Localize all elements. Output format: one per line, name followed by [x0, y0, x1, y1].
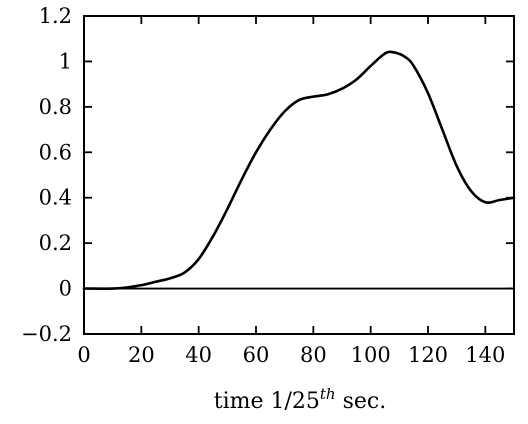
x-axis-title-main: time 1/25 [214, 389, 320, 414]
plot-frame [83, 15, 515, 335]
x-tick-label: 0 [77, 343, 90, 367]
y-tick-label: 1.2 [39, 4, 72, 28]
y-axis-ticks: 1.2 1 0.8 0.6 0.4 0.2 0 −0.2 [21, 4, 514, 346]
x-axis-title-superscript: th [320, 385, 336, 403]
y-tick-label: 0.4 [39, 186, 72, 210]
x-axis-title: time 1/25th sec. [214, 385, 386, 414]
x-tick-label: 80 [300, 343, 327, 367]
y-tick-label: 0.2 [39, 231, 72, 255]
x-tick-label: 140 [465, 343, 505, 367]
y-tick-label: 0.6 [39, 140, 72, 164]
x-tick-label: 40 [185, 343, 212, 367]
y-tick-label: 0.8 [39, 95, 72, 119]
y-tick-label: −0.2 [21, 322, 72, 346]
x-axis-ticks: 0 20 40 60 80 100 120 140 [77, 16, 505, 367]
x-tick-label: 100 [351, 343, 391, 367]
x-tick-label: 20 [128, 343, 155, 367]
x-tick-label: 60 [243, 343, 270, 367]
x-axis-title-suffix: sec. [336, 389, 387, 414]
series-line [82, 50, 516, 290]
y-tick-label: 0 [59, 277, 72, 301]
x-tick-label: 120 [408, 343, 448, 367]
y-tick-label: 1 [59, 49, 72, 73]
